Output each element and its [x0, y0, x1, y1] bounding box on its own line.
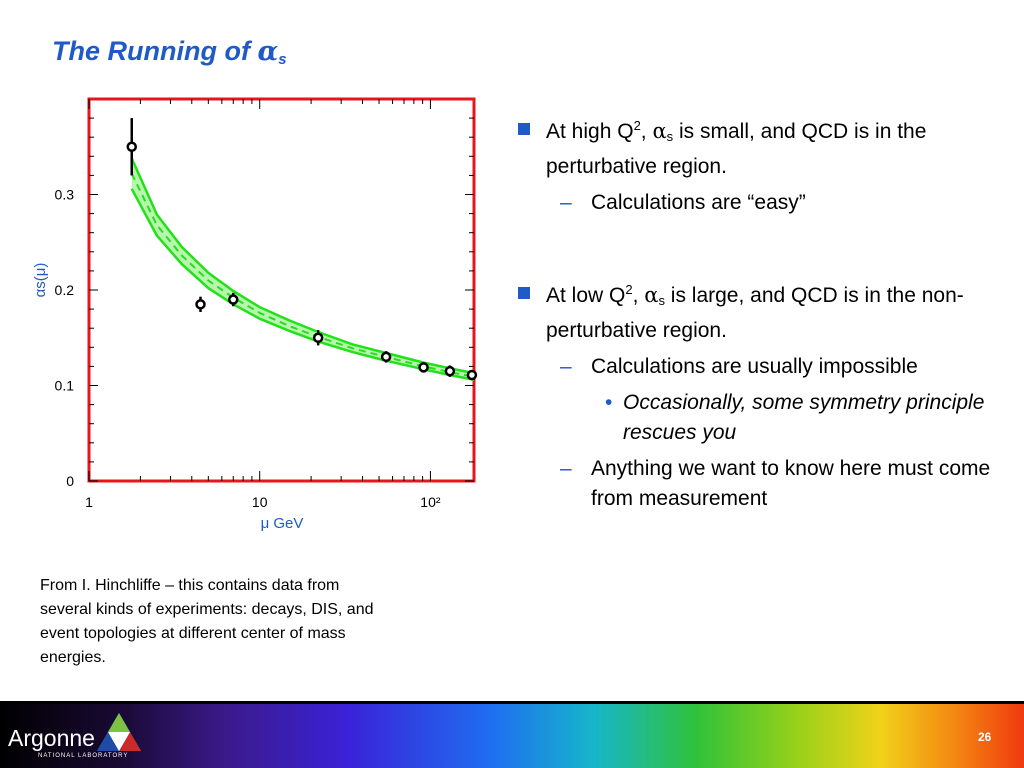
bullet-square-icon	[518, 123, 530, 135]
caption-line: several kinds of experiments: decays, DI…	[40, 601, 374, 618]
caption-line: energies.	[40, 649, 106, 666]
bullet-high-q2: At high Q2, αs is small, and QCD is in t…	[518, 116, 998, 182]
x-tick-label: 10²	[420, 494, 441, 510]
y-tick-label: 0	[66, 473, 74, 489]
bullet-text: Calculations are usually impossible	[591, 355, 918, 378]
dash-icon: –	[560, 355, 572, 378]
x-tick-label: 1	[85, 494, 93, 510]
bullet-subscript: s	[666, 129, 674, 144]
data-point	[126, 141, 137, 152]
data-point	[418, 362, 429, 373]
y-tick-label: 0.1	[55, 378, 75, 394]
y-tick-label: 0.3	[55, 187, 75, 203]
footer-gradient	[0, 704, 1024, 768]
bullet-square-icon	[518, 287, 530, 299]
bullet-text: At low Q	[546, 284, 626, 307]
y-tick-label: 0.2	[55, 282, 75, 298]
alpha-symbol: α	[652, 119, 667, 143]
bullet-subscript: s	[658, 293, 665, 308]
footer-divider	[0, 701, 1024, 704]
bullet-text: ,	[640, 120, 653, 143]
caption-line: event topologies at different center of …	[40, 625, 346, 642]
dash-icon: –	[560, 191, 572, 214]
x-tick-label: 10	[252, 494, 268, 510]
bullet-superscript: 2	[625, 282, 633, 297]
dot-bullet-icon: •	[605, 391, 613, 414]
sub-bullet-impossible: – Calculations are usually impossible	[518, 352, 998, 382]
alpha-symbol: α	[644, 283, 659, 307]
title-subscript: s	[278, 51, 287, 68]
bullet-text: At high Q	[546, 120, 634, 143]
bullet-text: ,	[632, 284, 645, 307]
figure-caption: From I. Hinchliffe – this contains data …	[40, 574, 470, 670]
plot-frame	[87, 97, 476, 483]
argonne-logo: Argonne NATIONAL LABORATORY	[8, 713, 141, 759]
bullet-text: Occasionally, some symmetry principle re…	[623, 391, 985, 444]
bullet-text: is large, and QCD is in the non-perturba…	[546, 284, 964, 342]
footer-bar: Argonne NATIONAL LABORATORY 26	[0, 701, 1024, 768]
x-axis-label: μ GeV	[261, 515, 304, 532]
slide-title: The Running of αs	[52, 36, 287, 68]
title-alpha-symbol: α	[257, 36, 279, 67]
bullet-list: At high Q2, αs is small, and QCD is in t…	[518, 116, 998, 520]
y-axis-label: αs(μ)	[32, 263, 49, 298]
data-point	[466, 369, 478, 381]
data-point	[312, 332, 324, 343]
title-text: The Running of	[52, 36, 258, 66]
bullet-text: Anything we want to know here must come …	[591, 457, 991, 510]
sub-sub-bullet-symmetry: • Occasionally, some symmetry principle …	[518, 388, 998, 448]
logo-text: Argonne	[8, 725, 95, 751]
dash-icon: –	[560, 457, 572, 480]
alpha-s-chart: 0 0.1 0.2 0.3 1 10 10² μ GeV αs(μ)	[32, 97, 478, 532]
argonne-triangle-icon	[97, 713, 141, 751]
page-number: 26	[978, 730, 992, 744]
bullet-low-q2: At low Q2, αs is large, and QCD is in th…	[518, 280, 998, 346]
bullet-superscript: 2	[633, 118, 641, 133]
data-point	[195, 299, 206, 310]
bullet-text: Calculations are “easy”	[591, 191, 806, 214]
sub-bullet-measurement: – Anything we want to know here must com…	[518, 454, 998, 514]
data-point	[228, 294, 239, 305]
logo-subtext: NATIONAL LABORATORY	[38, 753, 129, 759]
caption-line: From I. Hinchliffe – this contains data …	[40, 577, 340, 594]
sub-bullet-easy: – Calculations are “easy”	[518, 188, 998, 218]
bullet-text: is small, and QCD is in the perturbative…	[546, 120, 927, 178]
data-point	[380, 351, 392, 363]
data-point	[444, 365, 456, 377]
